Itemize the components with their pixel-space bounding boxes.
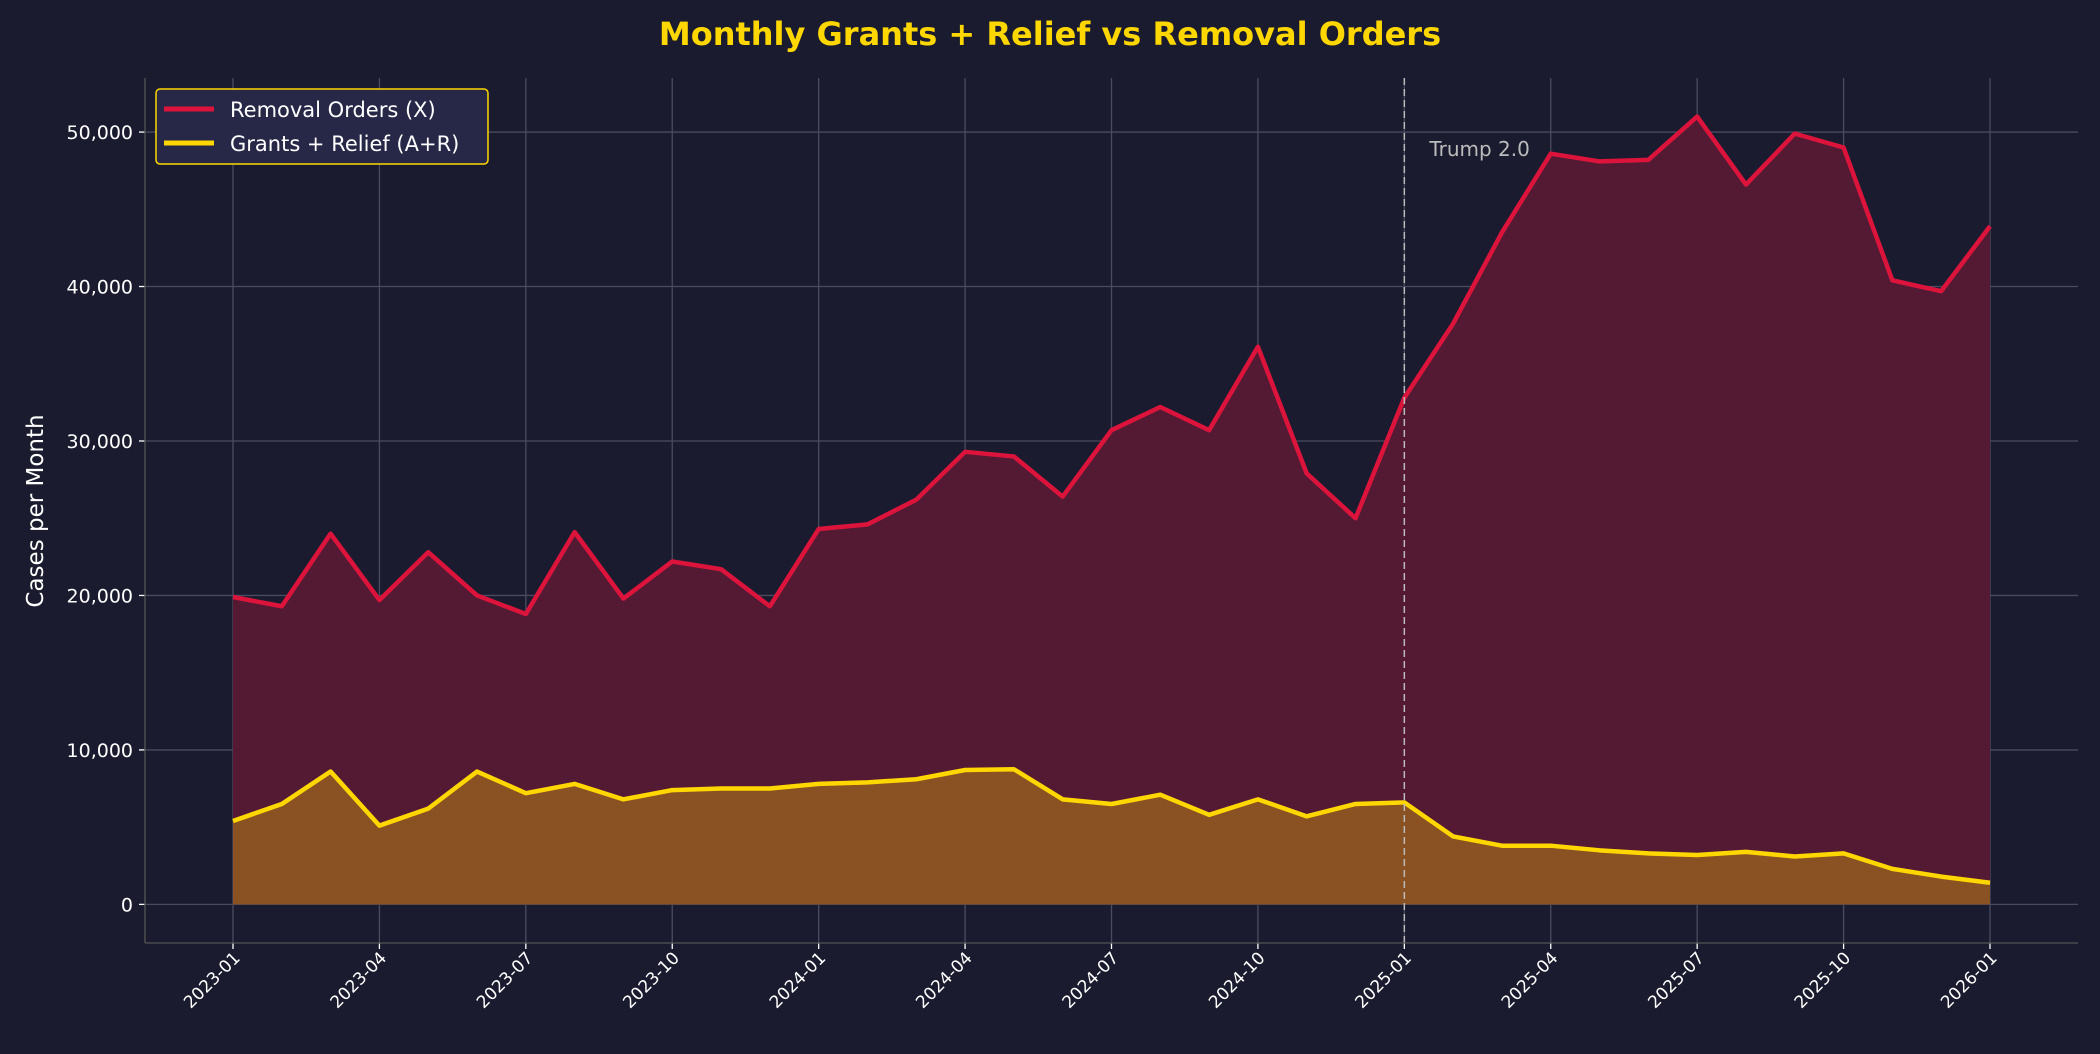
annotation-label: Trump 2.0	[1428, 137, 1530, 161]
y-axis-label: Cases per Month	[23, 414, 49, 607]
y-tick-label: 30,000	[67, 431, 133, 453]
x-tick-label: 2024-04	[912, 948, 976, 1012]
x-tick-label: 2025-01	[1352, 948, 1416, 1012]
legend-label-removal: Removal Orders (X)	[230, 98, 436, 122]
y-tick-label: 20,000	[67, 585, 133, 607]
y-tick-label: 0	[121, 894, 133, 916]
x-tick-label: 2023-10	[619, 948, 683, 1012]
x-tick-label: 2025-10	[1791, 948, 1855, 1012]
chart-title: Monthly Grants + Relief vs Removal Order…	[659, 15, 1441, 53]
x-tick-label: 2023-07	[473, 948, 537, 1012]
legend-label-grants: Grants + Relief (A+R)	[230, 132, 459, 156]
x-tick-label: 2024-01	[766, 948, 830, 1012]
x-tick-label: 2023-01	[180, 948, 244, 1012]
x-tick-label: 2025-04	[1498, 948, 1562, 1012]
x-tick-label: 2025-07	[1644, 948, 1708, 1012]
y-tick-label: 10,000	[67, 740, 133, 762]
legend: Removal Orders (X) Grants + Relief (A+R)	[156, 89, 488, 164]
y-tick-label: 50,000	[67, 122, 133, 144]
x-tick-label: 2024-10	[1205, 948, 1269, 1012]
x-tick-label: 2024-07	[1059, 948, 1123, 1012]
x-tick-label: 2023-04	[327, 948, 391, 1012]
y-tick-label: 40,000	[67, 277, 133, 299]
x-tick-label: 2026-01	[1937, 948, 2001, 1012]
